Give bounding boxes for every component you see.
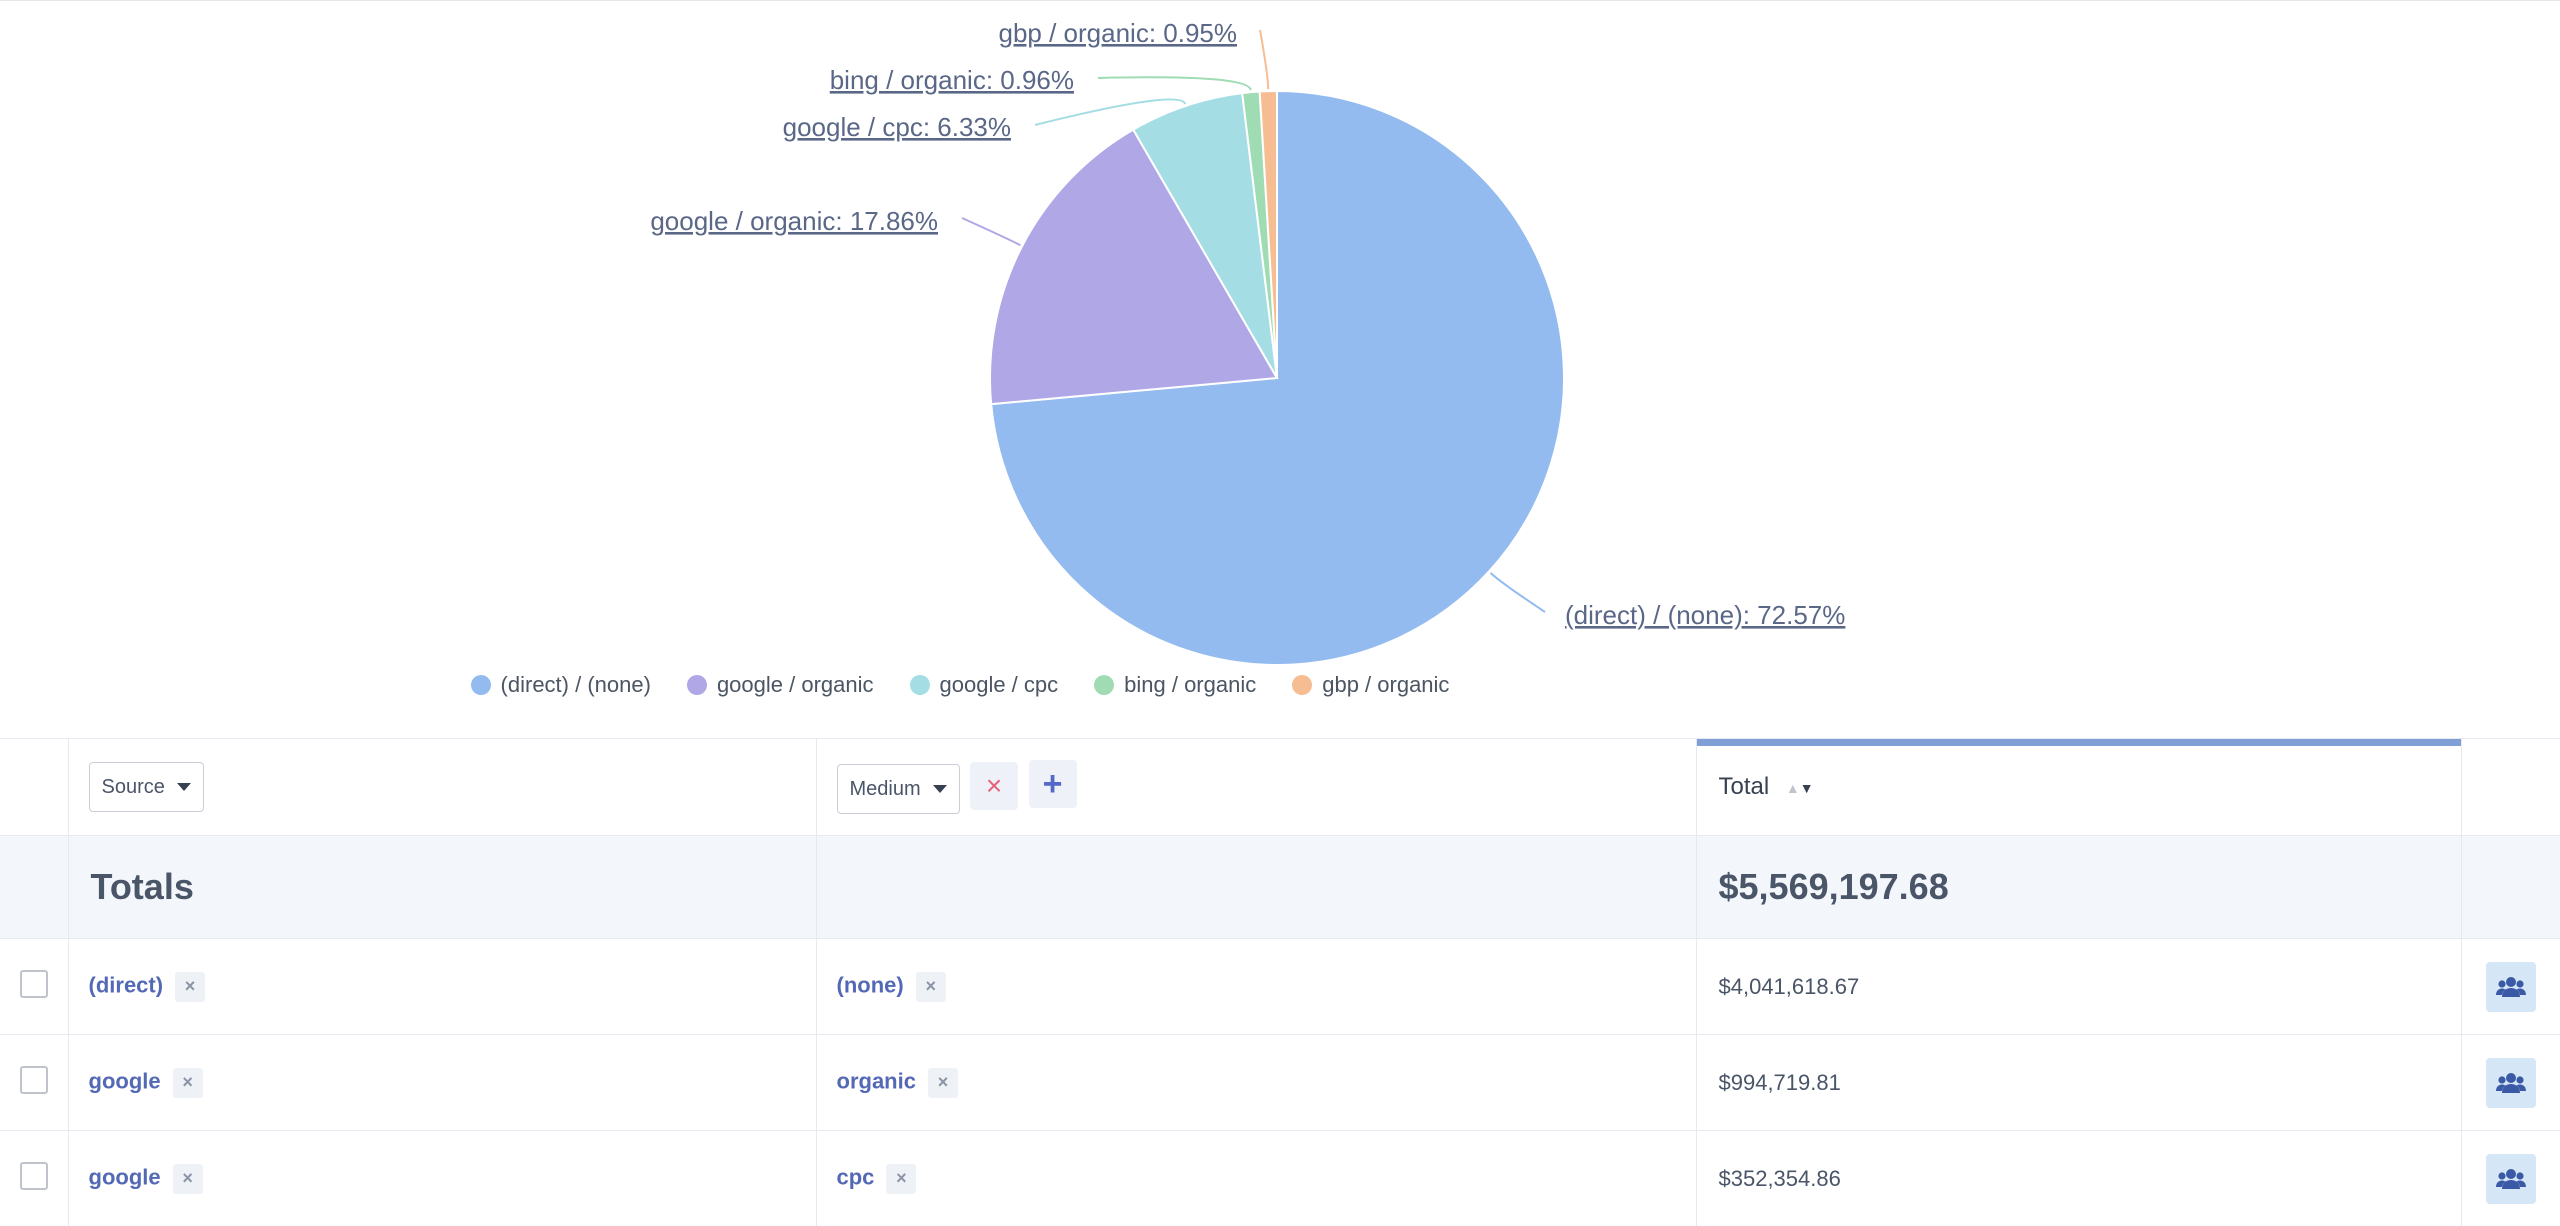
view-users-button[interactable] (2485, 1153, 2536, 1204)
add-dimension-button[interactable]: + (1028, 760, 1077, 808)
top-divider (0, 0, 2560, 1)
legend-label: (direct) / (none) (500, 672, 651, 697)
slice-data-label[interactable]: (direct) / (none): 72.57% (1565, 600, 1845, 630)
legend-swatch (1094, 675, 1115, 695)
pie-chart: (direct) / (none): 72.57% google / organi… (650, 18, 1845, 666)
label-connector (961, 217, 1021, 247)
row-check-cell (0, 1034, 69, 1131)
medium-link[interactable]: organic (836, 1068, 916, 1093)
remove-filter-icon[interactable]: × (915, 971, 946, 1002)
source-header-cell: Source (68, 738, 817, 836)
label-connector (1489, 572, 1546, 613)
users-icon (2495, 1168, 2526, 1189)
legend-item[interactable]: google / organic (686, 672, 874, 698)
slice-data-label[interactable]: google / cpc: 6.33% (783, 112, 1011, 142)
pie-slice[interactable] (1131, 92, 1278, 379)
users-icon (2495, 976, 2526, 997)
legend-item[interactable]: (direct) / (none) (470, 672, 651, 698)
source-link[interactable]: (direct) (88, 972, 164, 997)
total-header-label: Total (1718, 773, 1770, 800)
table-row: google × organic × $994,719.81 (0, 1034, 2560, 1131)
legend-label: bing / organic (1124, 672, 1257, 697)
legend-label: gbp / organic (1322, 672, 1450, 697)
header-action-cell (2461, 738, 2560, 836)
table-header-row: Source Medium × + Total ▲▼ (0, 738, 2560, 836)
row-action-cell (2461, 938, 2560, 1035)
source-link[interactable]: google (88, 1164, 161, 1189)
remove-filter-icon[interactable]: × (172, 1067, 203, 1098)
medium-cell: (none) × (816, 938, 1697, 1035)
slice-data-label[interactable]: google / organic: 17.86% (650, 206, 938, 236)
legend-swatch (1292, 675, 1313, 695)
row-action-cell (2461, 1034, 2560, 1131)
row-check-cell (0, 1130, 69, 1226)
row-checkbox[interactable] (19, 1162, 48, 1190)
total-cell: $4,041,618.67 (1696, 938, 2462, 1035)
row-checkbox[interactable] (19, 970, 48, 998)
pie-slice[interactable] (989, 128, 1279, 406)
table-row: google × cpc × $352,354.86 (0, 1130, 2560, 1226)
total-column-header[interactable]: Total ▲▼ (1696, 738, 2462, 836)
row-checkbox[interactable] (19, 1066, 48, 1094)
totals-row: Totals $5,569,197.68 (0, 835, 2560, 939)
totals-check-cell (0, 835, 69, 939)
remove-filter-icon[interactable]: × (886, 1163, 917, 1194)
legend-swatch (686, 675, 707, 695)
view-users-button[interactable] (2485, 961, 2536, 1012)
source-link[interactable]: google (88, 1068, 161, 1093)
caret-down-icon (176, 783, 191, 791)
sort-ascending-icon: ▲ (1785, 779, 1800, 796)
medium-dropdown-label: Medium (849, 777, 921, 800)
label-connector (1259, 29, 1270, 90)
legend-item[interactable]: gbp / organic (1292, 672, 1449, 698)
caret-down-icon (932, 785, 947, 793)
totals-label: Totals (68, 835, 817, 939)
legend-label: google / organic (716, 672, 874, 697)
totals-value: $5,569,197.68 (1696, 835, 2462, 939)
total-cell: $994,719.81 (1696, 1034, 2462, 1131)
source-dropdown[interactable]: Source (88, 762, 204, 812)
active-column-indicator (1696, 739, 2461, 746)
row-check-cell (0, 938, 69, 1035)
remove-filter-icon[interactable]: × (172, 1163, 203, 1194)
users-icon (2495, 1072, 2526, 1093)
medium-link[interactable]: (none) (836, 972, 904, 997)
remove-dimension-button[interactable]: × (970, 761, 1019, 810)
totals-action-cell (2461, 835, 2560, 939)
legend-swatch (470, 675, 491, 695)
data-table: Source Medium × + Total ▲▼ To (0, 738, 2560, 1226)
header-check-cell (0, 738, 69, 836)
sort-descending-icon: ▼ (1799, 779, 1814, 796)
source-cell: google × (68, 1034, 817, 1131)
remove-filter-icon[interactable]: × (175, 971, 206, 1002)
medium-dropdown[interactable]: Medium (836, 764, 960, 814)
totals-medium-cell (816, 835, 1697, 939)
legend-swatch (909, 675, 930, 695)
pie-slice[interactable] (1258, 89, 1278, 379)
legend-item[interactable]: google / cpc (909, 672, 1059, 698)
view-users-button[interactable] (2485, 1057, 2536, 1108)
plus-icon: + (1042, 764, 1063, 803)
total-cell: $352,354.86 (1696, 1130, 2462, 1226)
legend-item[interactable]: bing / organic (1094, 672, 1256, 698)
sort-icon[interactable]: ▲▼ (1786, 780, 1814, 796)
table-row: (direct) × (none) × $4,041,618.67 (0, 938, 2560, 1035)
remove-filter-icon[interactable]: × (927, 1067, 958, 1098)
source-dropdown-label: Source (101, 775, 165, 798)
medium-link[interactable]: cpc (836, 1164, 875, 1189)
medium-header-cell: Medium × + (816, 738, 1697, 836)
chart-legend: (direct) / (none) google / organic google … (0, 672, 1920, 698)
label-connector (1034, 98, 1187, 126)
slice-data-label[interactable]: bing / organic: 0.96% (830, 65, 1074, 95)
close-icon: × (985, 769, 1003, 801)
medium-cell: cpc × (816, 1130, 1697, 1226)
medium-cell: organic × (816, 1034, 1697, 1131)
legend-label: google / cpc (939, 672, 1059, 697)
slice-data-label[interactable]: gbp / organic: 0.95% (999, 18, 1238, 48)
label-connector (1097, 76, 1252, 91)
source-cell: (direct) × (68, 938, 817, 1035)
source-cell: google × (68, 1130, 817, 1226)
row-action-cell (2461, 1130, 2560, 1226)
